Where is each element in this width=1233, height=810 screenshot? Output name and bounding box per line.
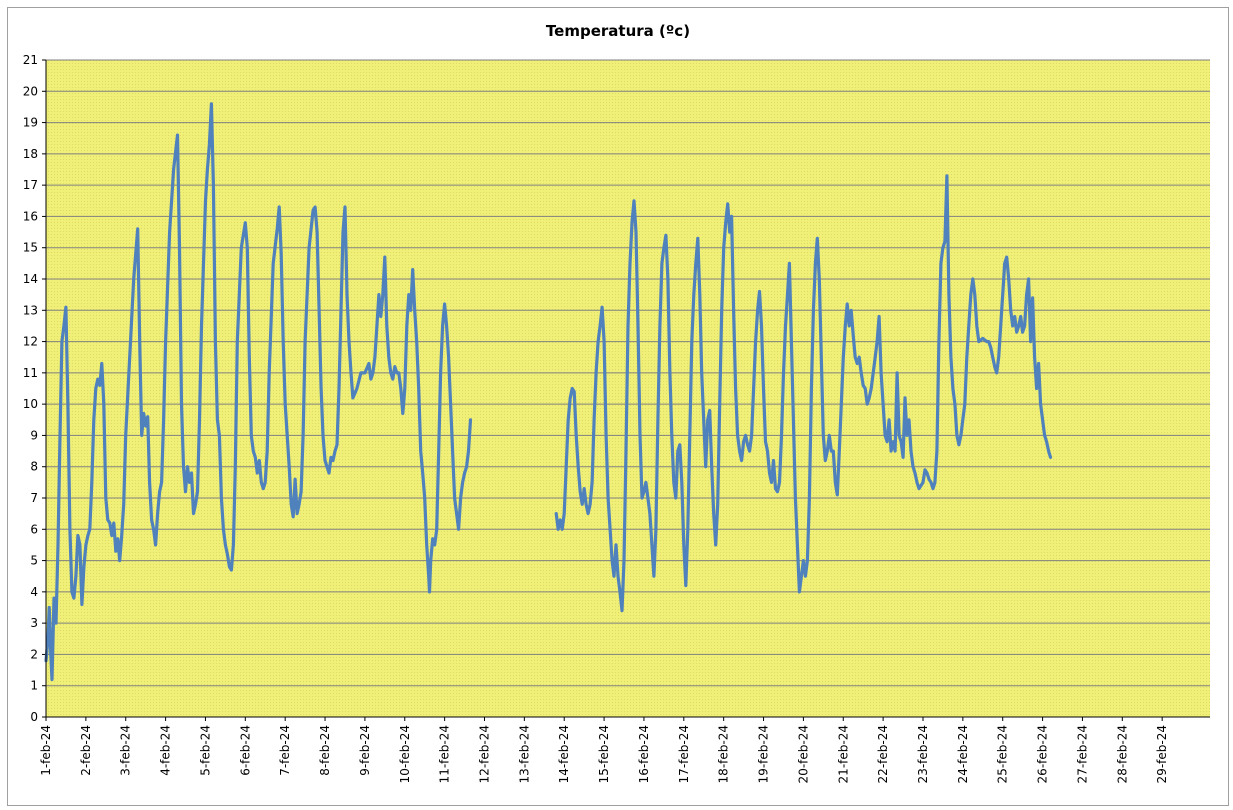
y-tick-label: 5 [30, 554, 38, 568]
x-tick-label: 13-feb-24 [517, 725, 531, 783]
x-tick-label: 3-feb-24 [119, 725, 133, 776]
y-tick-label: 6 [30, 522, 38, 536]
x-tick-label: 5-feb-24 [198, 725, 212, 776]
y-tick-label: 12 [23, 335, 38, 349]
y-tick-label: 7 [30, 491, 38, 505]
x-tick-label: 28-feb-24 [1115, 725, 1129, 783]
y-tick-label: 4 [30, 585, 38, 599]
x-tick-label: 1-feb-24 [39, 725, 53, 776]
x-tick-label: 9-feb-24 [358, 725, 372, 776]
y-tick-label: 15 [23, 241, 38, 255]
x-tick-label: 29-feb-24 [1155, 725, 1169, 783]
x-tick-label: 2-feb-24 [79, 725, 93, 776]
x-tick-label: 4-feb-24 [159, 725, 173, 776]
x-tick-label: 12-feb-24 [477, 725, 491, 783]
x-tick-label: 17-feb-24 [677, 725, 691, 783]
temperature-series [44, 102, 1053, 682]
y-tick-label: 18 [23, 147, 38, 161]
x-tick-label: 7-feb-24 [278, 725, 292, 776]
x-tick-label: 21-feb-24 [836, 725, 850, 783]
x-tick-label: 24-feb-24 [956, 725, 970, 783]
x-tick-label: 19-feb-24 [757, 725, 771, 783]
x-tick-label: 20-feb-24 [796, 725, 810, 783]
y-tick-label: 19 [23, 116, 38, 130]
chart-title: Temperatura (ºc) [546, 22, 690, 40]
x-tick-label: 18-feb-24 [717, 725, 731, 783]
temperature-line [44, 102, 473, 682]
x-tick-label: 6-feb-24 [238, 725, 252, 776]
y-tick-label: 1 [30, 679, 38, 693]
y-tick-label: 0 [30, 710, 38, 724]
x-tick-label: 16-feb-24 [637, 725, 651, 783]
y-tick-label: 20 [23, 84, 38, 98]
x-tick-label: 25-feb-24 [996, 725, 1010, 783]
y-tick-label: 9 [30, 428, 38, 442]
y-tick-label: 10 [23, 397, 38, 411]
y-tick-label: 16 [23, 209, 38, 223]
x-tick-label: 14-feb-24 [557, 725, 571, 783]
x-tick-label: 8-feb-24 [318, 725, 332, 776]
y-tick-label: 8 [30, 460, 38, 474]
x-tick-label: 11-feb-24 [438, 725, 452, 783]
y-tick-label: 14 [23, 272, 38, 286]
x-tick-label: 10-feb-24 [398, 725, 412, 783]
x-axis-ticks: 1-feb-24 2-feb-24 3-feb-24 4-feb-24 5-feb-24… [39, 717, 1169, 783]
x-tick-label: 27-feb-24 [1075, 725, 1089, 783]
temperature-line [554, 174, 1053, 613]
y-tick-label: 13 [23, 303, 38, 317]
y-tick-label: 21 [23, 53, 38, 67]
y-tick-label: 11 [23, 366, 38, 380]
x-tick-label: 23-feb-24 [916, 725, 930, 783]
x-tick-label: 22-feb-24 [876, 725, 890, 783]
y-tick-label: 3 [30, 616, 38, 630]
y-tick-label: 17 [23, 178, 38, 192]
x-tick-label: 15-feb-24 [597, 725, 611, 783]
y-tick-label: 2 [30, 647, 38, 661]
x-tick-label: 26-feb-24 [1036, 725, 1050, 783]
